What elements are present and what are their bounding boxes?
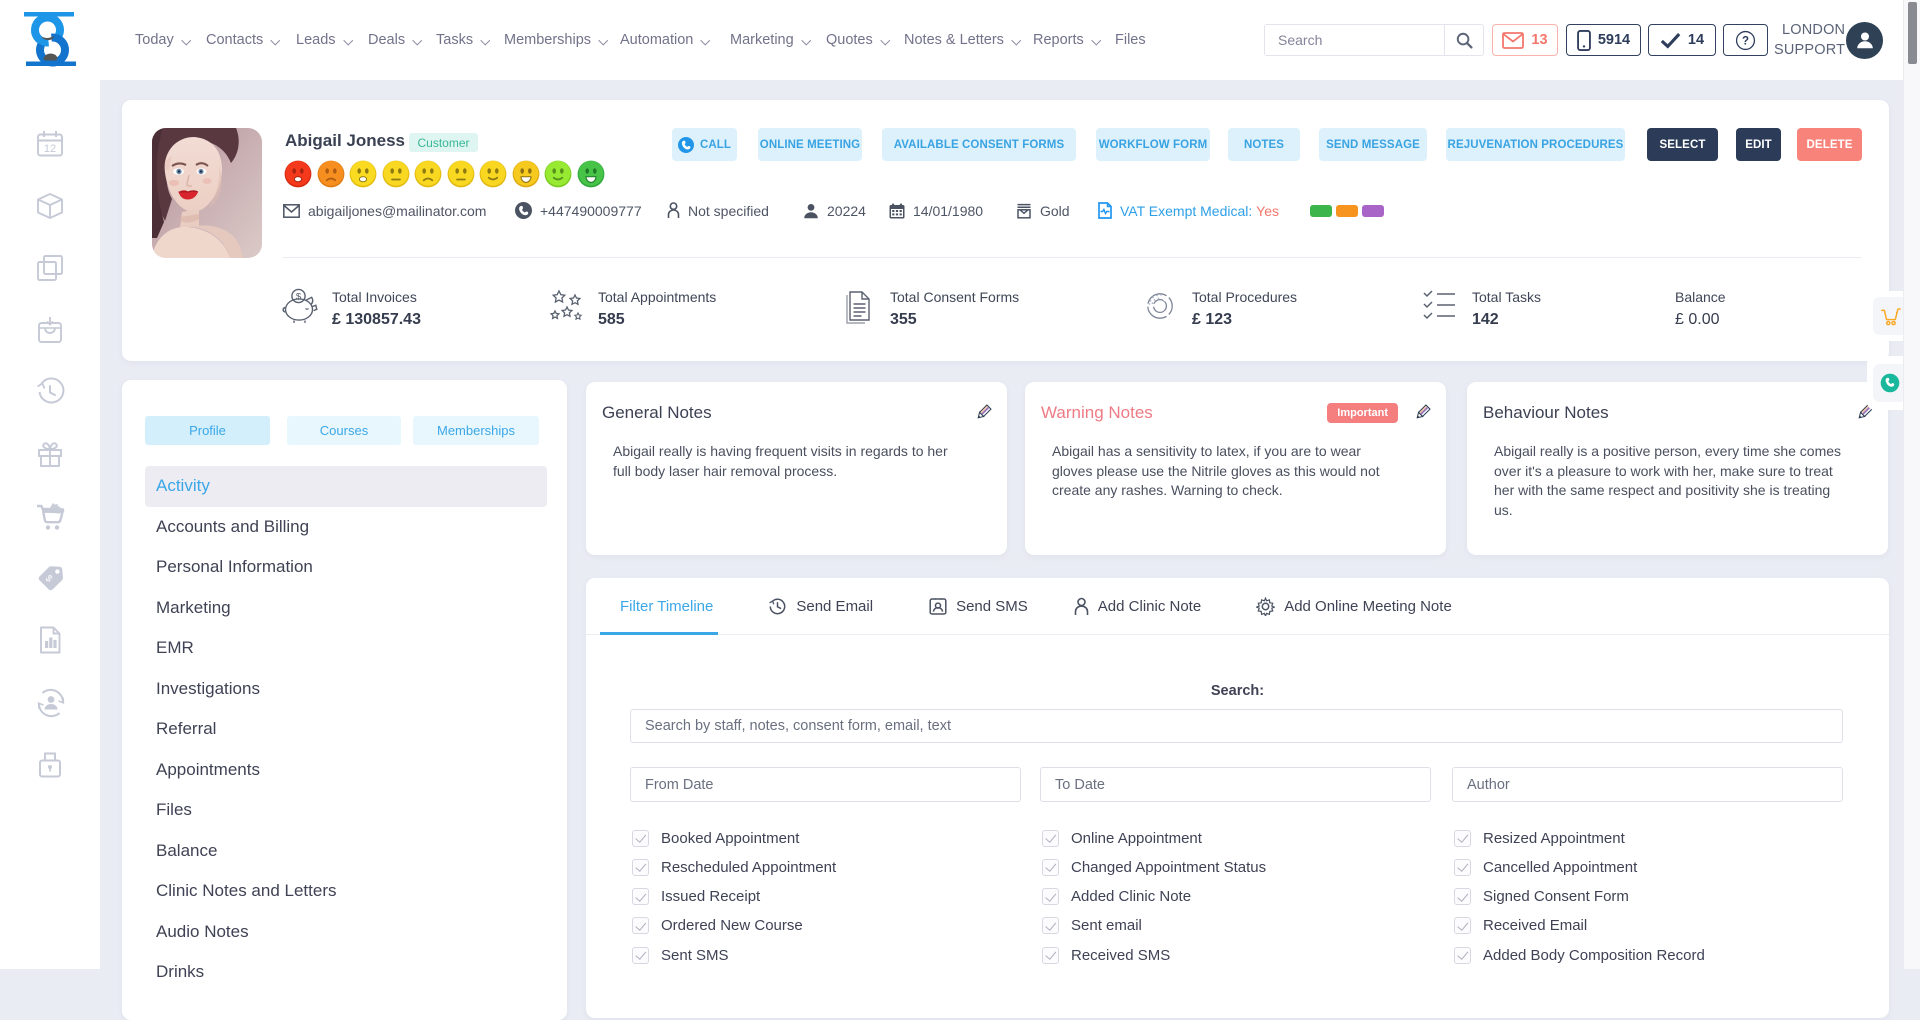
svg-text:12: 12 <box>44 143 56 155</box>
svg-text:$: $ <box>296 291 302 302</box>
svg-text:?: ? <box>1742 35 1749 47</box>
